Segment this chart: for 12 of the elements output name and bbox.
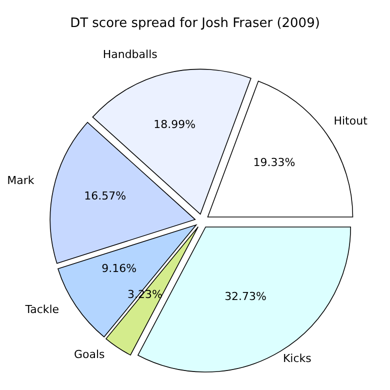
data-label: 9.16% — [102, 262, 137, 276]
data-label: 16.57% — [84, 190, 126, 203]
data-label: 19.33% — [253, 156, 296, 169]
slice-label: Mark — [7, 174, 35, 188]
slice-label: Handballs — [102, 48, 158, 61]
slice-label: Goals — [74, 348, 106, 362]
data-label: 18.99% — [154, 118, 196, 132]
slice-label: Hitout — [334, 114, 368, 128]
chart-title: DT score spread for Josh Fraser (2009) — [69, 16, 321, 31]
slice-label: Kicks — [282, 352, 312, 366]
data-label: 32.73% — [224, 290, 267, 303]
slice-label: Tackle — [24, 302, 60, 316]
